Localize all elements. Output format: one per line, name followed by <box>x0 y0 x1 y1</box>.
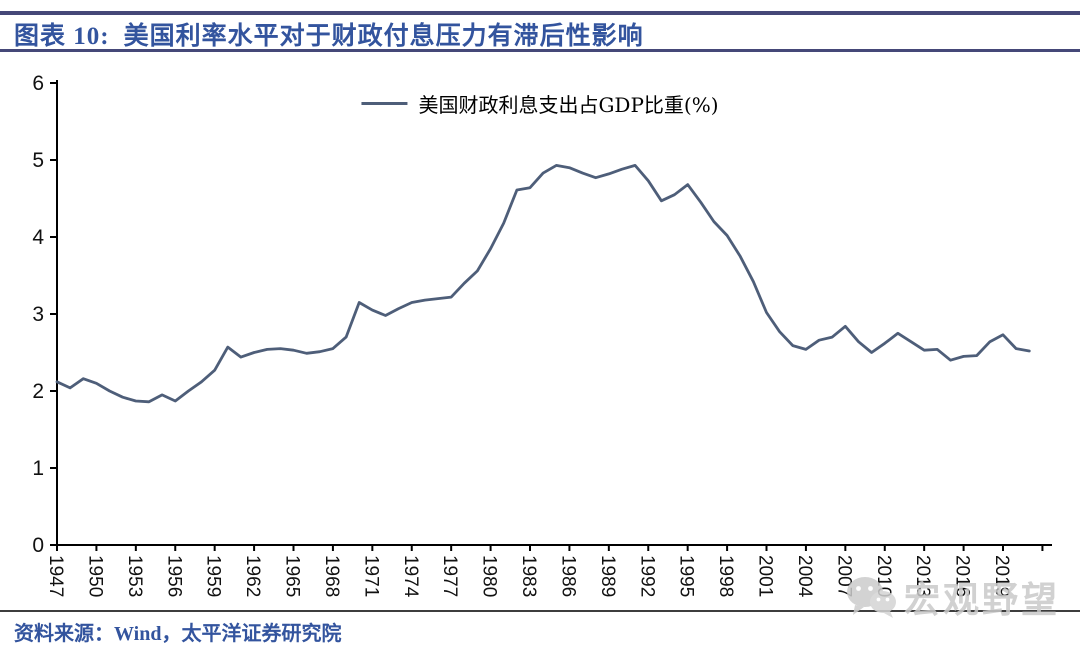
x-tick-label: 1995 <box>676 555 697 597</box>
x-tick-label: 1953 <box>124 555 145 597</box>
wechat-icon <box>846 577 896 618</box>
y-tick-label: 0 <box>32 534 44 557</box>
x-tick-label: 1998 <box>715 555 736 597</box>
y-tick-label: 1 <box>32 457 44 480</box>
x-tick-label: 2019 <box>991 555 1012 597</box>
x-tick-label: 1968 <box>321 555 342 597</box>
x-tick-label: 1974 <box>400 555 421 598</box>
y-tick-label: 3 <box>32 303 44 326</box>
x-tick-label: 2013 <box>912 555 933 597</box>
watermark: 宏观野望 <box>845 571 1060 623</box>
page-title: 美国利率水平对于财政付息压力有滞后性影响 <box>123 23 644 50</box>
x-tick-label: 1965 <box>282 555 303 597</box>
x-tick-label: 1977 <box>439 555 460 597</box>
x-tick-label: 1983 <box>518 555 539 597</box>
x-tick-label: 2001 <box>755 555 776 597</box>
x-tick-label: 1959 <box>203 555 224 597</box>
x-tick-label: 1989 <box>597 555 618 597</box>
x-tick-label: 1956 <box>163 555 184 597</box>
watermark-text: 宏观野望 <box>903 580 1060 621</box>
footer-divider <box>0 610 1080 612</box>
x-tick-label: 1947 <box>45 555 66 597</box>
x-tick-label: 1986 <box>557 555 578 597</box>
x-tick-label: 1980 <box>479 555 500 597</box>
x-tick-label: 2016 <box>952 555 973 597</box>
source-note: 资料来源：Wind，太平洋证券研究院 <box>14 623 342 645</box>
chart-legend: 美国财政利息支出占GDP比重(%) <box>361 89 719 118</box>
legend-label: 美国财政利息支出占GDP比重(%) <box>418 93 719 117</box>
x-tick-label: 1950 <box>84 555 105 597</box>
x-tick-label: 1992 <box>636 555 657 597</box>
x-tick-label: 1962 <box>242 555 263 597</box>
figure-number: 图表 10: <box>14 23 110 50</box>
top-divider <box>0 11 1080 15</box>
x-tick-label: 2004 <box>794 555 815 598</box>
data-series-line <box>55 163 1031 404</box>
x-tick-label: 1971 <box>360 555 381 597</box>
y-tick-label: 5 <box>32 149 44 172</box>
header-divider <box>0 49 1080 52</box>
y-tick-label: 6 <box>32 72 44 95</box>
figure-header: 图表 10: 美国利率水平对于财政付息压力有滞后性影响 <box>14 16 644 52</box>
y-tick-label: 4 <box>32 226 44 249</box>
y-tick-label: 2 <box>32 380 44 403</box>
legend-line-swatch <box>361 102 408 105</box>
